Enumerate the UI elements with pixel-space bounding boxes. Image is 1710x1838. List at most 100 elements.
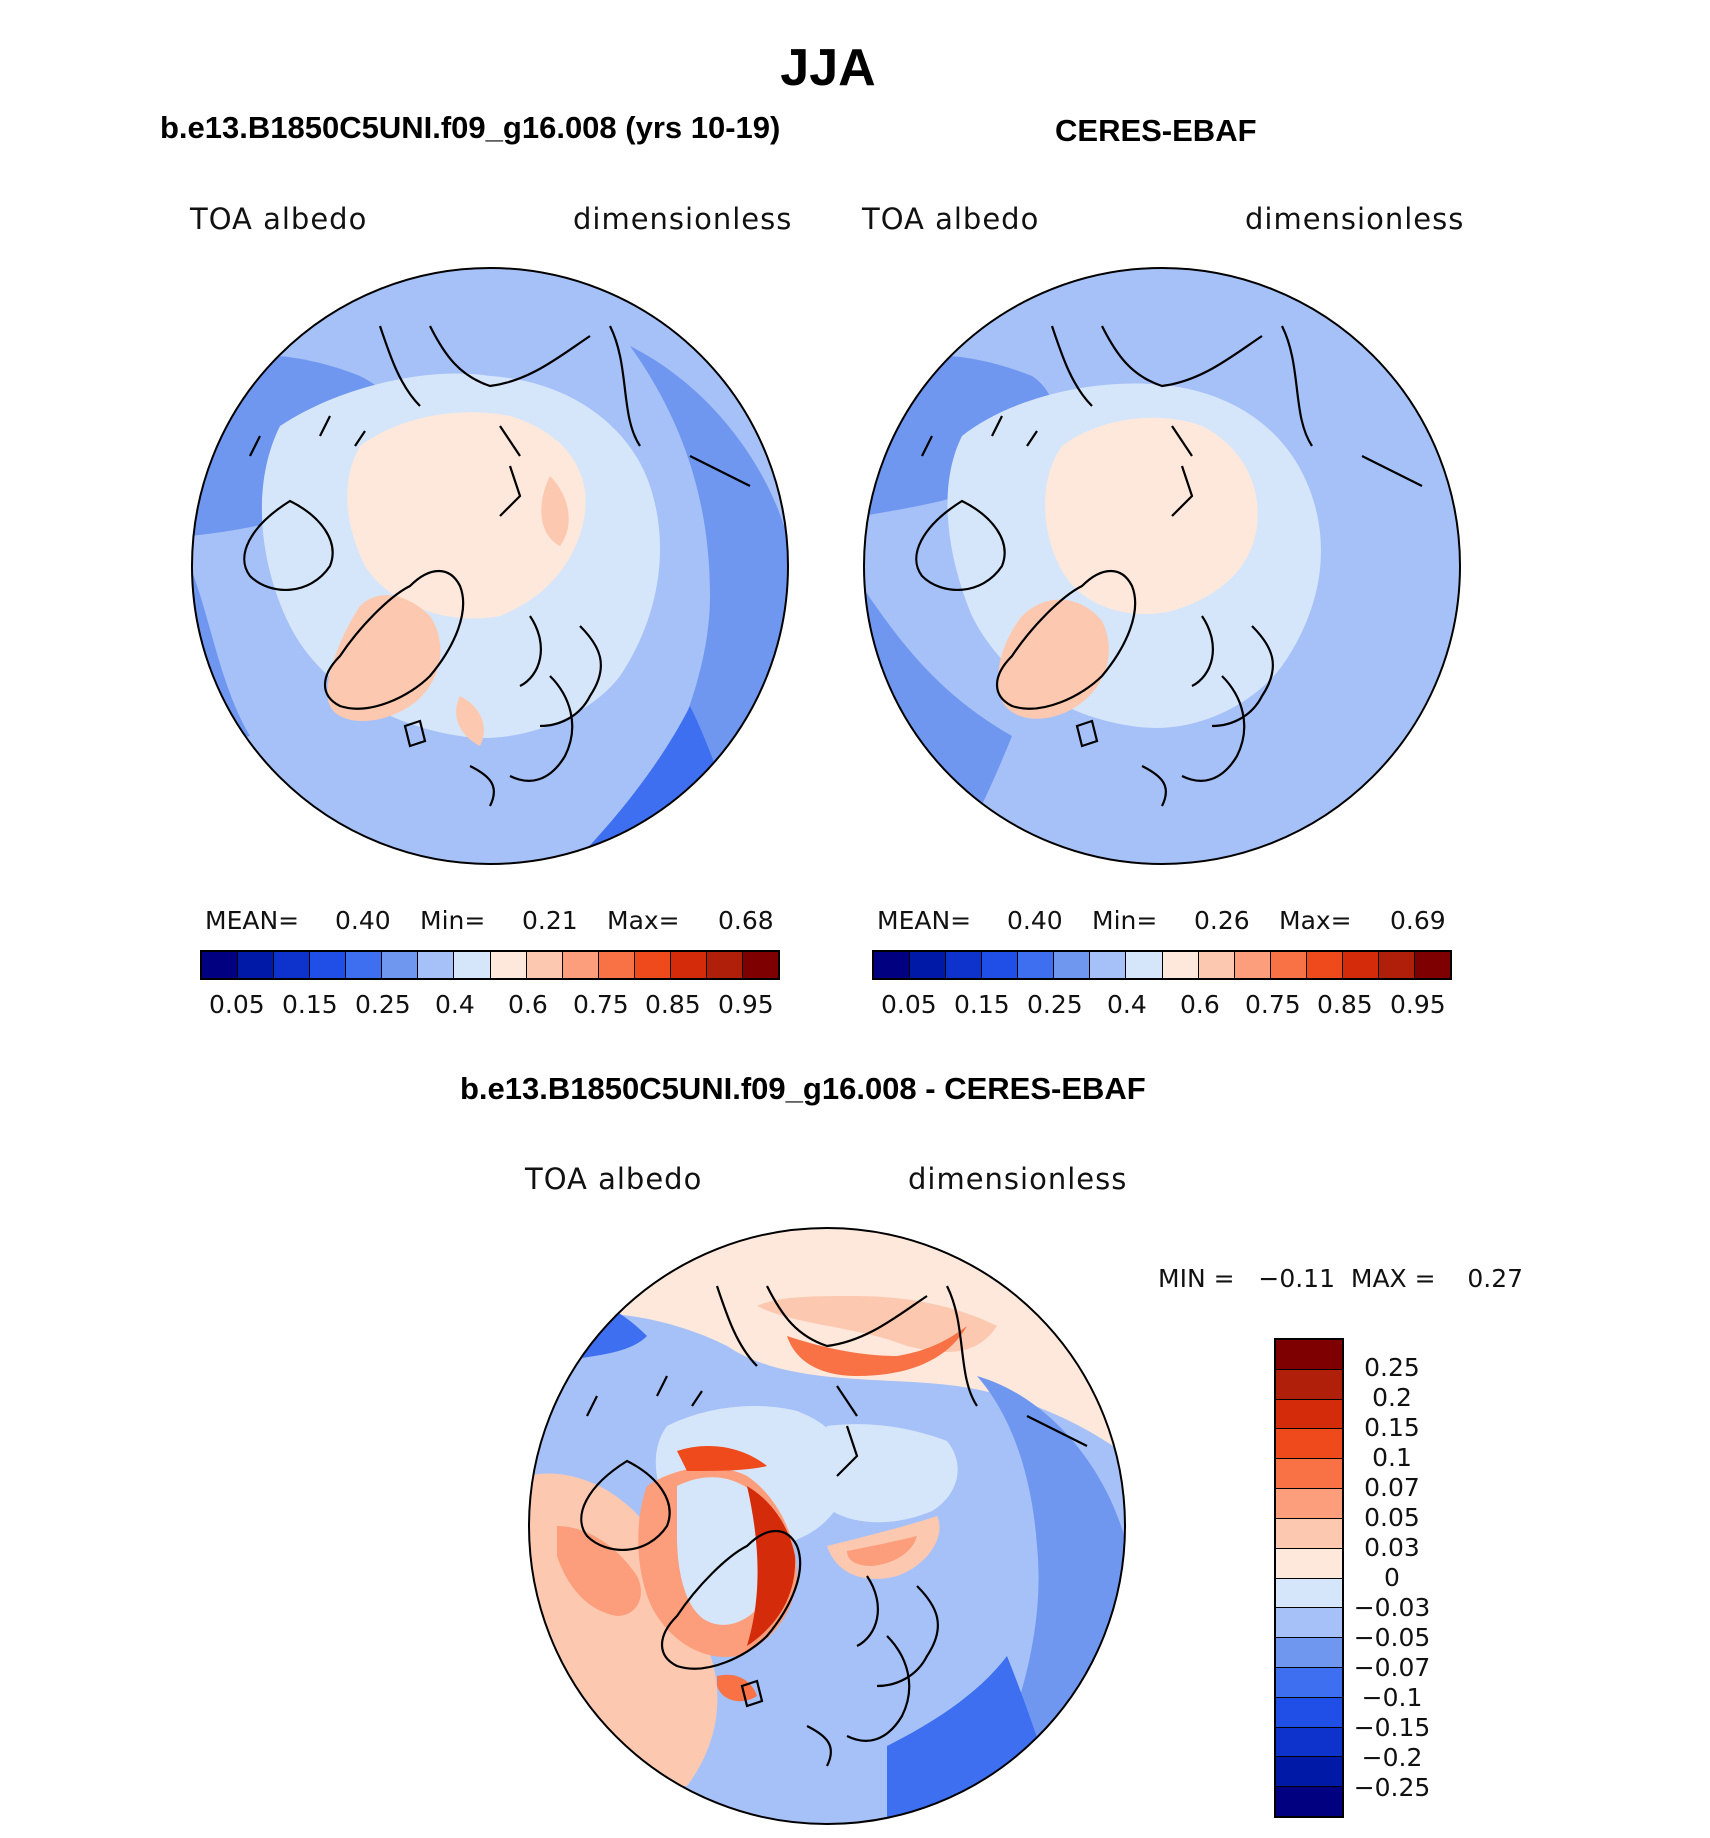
- panel2-mean-value: 0.40: [1007, 906, 1063, 935]
- colorbar-swatch: [310, 952, 347, 978]
- colorbar-swatch: [1198, 952, 1235, 978]
- colorbar-swatch: [1276, 1399, 1342, 1430]
- colorbar-swatch: [1306, 952, 1343, 978]
- diff-tick: 0.15: [1364, 1413, 1420, 1442]
- colorbar-swatch: [910, 952, 947, 978]
- colorbar-swatch: [490, 952, 527, 978]
- diff-variable-label: TOA albedo: [525, 1162, 703, 1196]
- diff-tick: 0.05: [1364, 1503, 1420, 1532]
- colorbar-swatch: [274, 952, 311, 978]
- colorbar-swatch: [1276, 1697, 1342, 1728]
- panel2-min-value: 0.26: [1194, 906, 1250, 935]
- diff-subtitle: b.e13.B1850C5UNI.f09_g16.008 - CERES-EBA…: [460, 1071, 1146, 1106]
- colorbar-swatch: [1276, 1638, 1342, 1668]
- diff-tick: 0: [1384, 1563, 1400, 1592]
- main-title: JJA: [780, 39, 876, 97]
- panel2-mean-label: MEAN=: [877, 906, 972, 935]
- colorbar-swatch: [1276, 1727, 1342, 1758]
- colorbar-swatch: [1378, 952, 1415, 978]
- colorbar-swatch: [706, 952, 743, 978]
- panel1-polar-map: [191, 267, 789, 865]
- diff-tick: −0.15: [1353, 1713, 1431, 1742]
- panel1-colorbar: [200, 950, 780, 980]
- colorbar-swatch: [346, 952, 383, 978]
- panel1-subtitle: b.e13.B1850C5UNI.f09_g16.008 (yrs 10-19): [160, 110, 781, 145]
- panel2-tick: 0.05: [881, 990, 937, 1019]
- panel1-tick: 0.4: [435, 990, 475, 1019]
- colorbar-swatch: [742, 952, 778, 978]
- diff-tick: −0.1: [1361, 1683, 1423, 1712]
- panel1-min-value: 0.21: [522, 906, 578, 935]
- colorbar-swatch: [238, 952, 275, 978]
- colorbar-swatch: [1276, 1667, 1342, 1698]
- colorbar-swatch: [562, 952, 599, 978]
- colorbar-swatch: [946, 952, 983, 978]
- diff-tick: 0.1: [1372, 1443, 1412, 1472]
- panel2-tick: 0.25: [1027, 990, 1083, 1019]
- colorbar-swatch: [634, 952, 671, 978]
- colorbar-swatch: [1276, 1578, 1342, 1609]
- panel2-min-label: Min=: [1092, 906, 1158, 935]
- colorbar-swatch: [1090, 952, 1127, 978]
- diff-tick: 0.25: [1364, 1353, 1420, 1382]
- panel1-tick: 0.15: [282, 990, 338, 1019]
- panel2-colorbar: [872, 950, 1452, 980]
- panel2-tick: 0.6: [1180, 990, 1220, 1019]
- colorbar-swatch: [418, 952, 455, 978]
- diff-tick: −0.03: [1353, 1593, 1431, 1622]
- diff-units-label: dimensionless: [908, 1162, 1128, 1196]
- colorbar-swatch: [1270, 952, 1307, 978]
- panel1-max-label: Max=: [607, 906, 680, 935]
- panel1-tick: 0.85: [645, 990, 701, 1019]
- diff-minmax-label: MIN = −0.11 MAX = 0.27: [1158, 1264, 1524, 1293]
- colorbar-swatch: [1018, 952, 1055, 978]
- diff-tick: −0.2: [1361, 1743, 1423, 1772]
- colorbar-swatch: [670, 952, 707, 978]
- panel1-tick: 0.95: [718, 990, 774, 1019]
- panel2-tick: 0.15: [954, 990, 1010, 1019]
- diff-tick: −0.25: [1353, 1773, 1431, 1802]
- colorbar-swatch: [1276, 1757, 1342, 1788]
- panel1-tick: 0.05: [209, 990, 265, 1019]
- diff-tick: 0.2: [1372, 1383, 1412, 1412]
- panel2-max-label: Max=: [1279, 906, 1352, 935]
- colorbar-swatch: [1276, 1340, 1342, 1370]
- panel1-max-value: 0.68: [718, 906, 774, 935]
- panel1-units-label: dimensionless: [573, 202, 793, 236]
- colorbar-swatch: [598, 952, 635, 978]
- diff-tick: −0.07: [1353, 1653, 1431, 1682]
- colorbar-swatch: [874, 952, 911, 978]
- colorbar-swatch: [202, 952, 239, 978]
- panel1-tick: 0.75: [573, 990, 629, 1019]
- colorbar-swatch: [1276, 1608, 1342, 1639]
- panel2-tick: 0.4: [1107, 990, 1147, 1019]
- colorbar-swatch: [1054, 952, 1091, 978]
- diff-tick-labels: 0.25 0.2 0.15 0.1 0.07 0.05 0.03 0 −0.03 −0.05 −0.…: [1352, 1338, 1472, 1818]
- panel1-min-label: Min=: [420, 906, 486, 935]
- colorbar-swatch: [382, 952, 419, 978]
- panel1-mean-value: 0.40: [335, 906, 391, 935]
- diff-tick: 0.07: [1364, 1473, 1420, 1502]
- panel2-subtitle: CERES-EBAF: [1055, 113, 1257, 148]
- panel2-variable-label: TOA albedo: [862, 202, 1040, 236]
- diff-colorbar: [1274, 1338, 1344, 1818]
- panel2-max-value: 0.69: [1390, 906, 1446, 935]
- colorbar-swatch: [1162, 952, 1199, 978]
- colorbar-swatch: [1342, 952, 1379, 978]
- colorbar-swatch: [1234, 952, 1271, 978]
- colorbar-swatch: [982, 952, 1019, 978]
- colorbar-swatch: [1276, 1548, 1342, 1579]
- colorbar-swatch: [1276, 1489, 1342, 1519]
- panel1-tick: 0.25: [355, 990, 411, 1019]
- colorbar-swatch: [1276, 1787, 1342, 1816]
- colorbar-swatch: [526, 952, 563, 978]
- panel2-tick: 0.85: [1317, 990, 1373, 1019]
- colorbar-swatch: [1414, 952, 1450, 978]
- colorbar-swatch: [1276, 1459, 1342, 1490]
- colorbar-swatch: [1276, 1369, 1342, 1400]
- diff-polar-map: [528, 1227, 1126, 1825]
- colorbar-swatch: [454, 952, 491, 978]
- panel2-tick: 0.75: [1245, 990, 1301, 1019]
- colorbar-swatch: [1126, 952, 1163, 978]
- panel2-tick: 0.95: [1390, 990, 1446, 1019]
